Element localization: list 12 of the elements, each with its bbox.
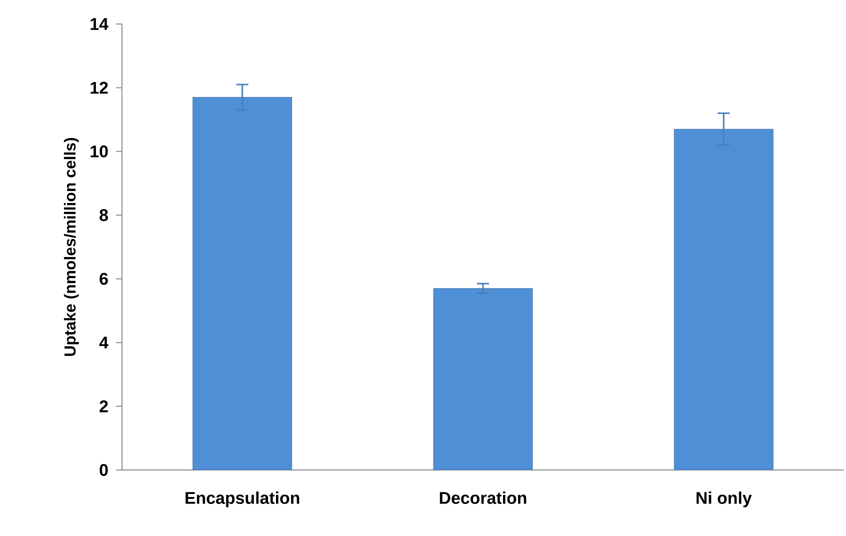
y-tick-label: 14 <box>90 18 108 30</box>
y-tick-label: 10 <box>90 145 108 158</box>
x-tick-label: Ni only <box>696 492 752 508</box>
y-axis-title: Uptake (nmoles/million cells) <box>64 138 79 356</box>
y-tick-label: 4 <box>99 336 108 348</box>
y-tick-label: 6 <box>100 272 108 285</box>
x-tick-label: Encapsulation <box>186 492 300 508</box>
y-tick-label: 2 <box>100 400 108 412</box>
x-tick-label: Decoration <box>440 492 526 504</box>
y-tick-label: 0 <box>100 464 108 476</box>
y-tick-label: 12 <box>90 82 108 94</box>
y-tick-label: 8 <box>100 209 108 222</box>
